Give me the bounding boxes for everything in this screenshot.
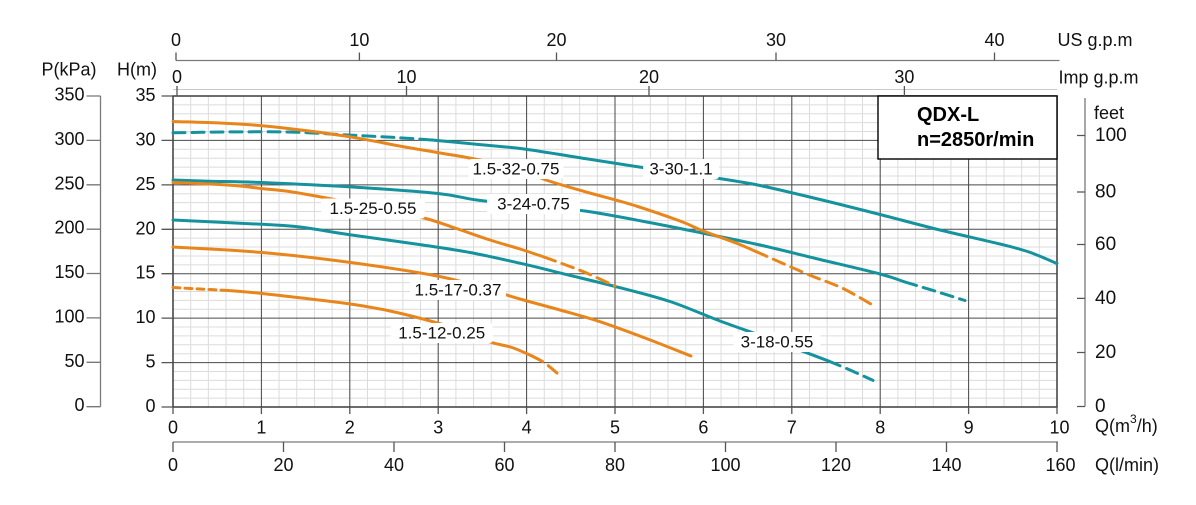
svg-text:60: 60: [494, 455, 514, 475]
svg-text:1.5-12-0.25: 1.5-12-0.25: [398, 324, 485, 343]
svg-text:3: 3: [433, 418, 443, 438]
svg-text:4: 4: [522, 418, 532, 438]
svg-text:20: 20: [546, 30, 566, 50]
svg-text:feet: feet: [1094, 103, 1124, 123]
svg-text:160: 160: [1045, 455, 1075, 475]
svg-text:10: 10: [349, 30, 369, 50]
svg-text:9: 9: [964, 418, 974, 438]
svg-text:0: 0: [171, 30, 181, 50]
svg-text:120: 120: [821, 455, 851, 475]
svg-text:1.5-32-0.75: 1.5-32-0.75: [473, 160, 560, 179]
svg-text:10: 10: [135, 307, 155, 327]
svg-text:150: 150: [54, 262, 84, 282]
svg-text:200: 200: [54, 218, 84, 238]
svg-text:20: 20: [273, 455, 293, 475]
svg-text:80: 80: [605, 455, 625, 475]
svg-text:5: 5: [145, 352, 155, 372]
svg-text:Q(l/min): Q(l/min): [1095, 455, 1159, 475]
svg-text:1: 1: [256, 418, 266, 438]
svg-text:100: 100: [710, 455, 740, 475]
svg-text:3-18-0.55: 3-18-0.55: [741, 333, 814, 352]
svg-text:8: 8: [875, 418, 885, 438]
svg-text:20: 20: [135, 218, 155, 238]
svg-text:Q(m3/h): Q(m3/h): [1095, 412, 1158, 436]
svg-text:0: 0: [145, 396, 155, 416]
svg-text:100: 100: [54, 306, 84, 326]
svg-text:1.5-25-0.55: 1.5-25-0.55: [330, 199, 417, 218]
svg-text:30: 30: [894, 67, 914, 87]
svg-text:60: 60: [1095, 234, 1116, 255]
svg-text:0: 0: [168, 418, 178, 438]
svg-text:Imp g.p.m: Imp g.p.m: [1059, 68, 1139, 88]
svg-text:250: 250: [54, 173, 84, 193]
svg-text:0: 0: [74, 395, 84, 415]
svg-text:20: 20: [639, 67, 659, 87]
svg-text:50: 50: [64, 351, 84, 371]
svg-text:7: 7: [787, 418, 797, 438]
svg-text:30: 30: [766, 30, 786, 50]
svg-text:QDX-L: QDX-L: [917, 104, 979, 126]
svg-text:25: 25: [135, 174, 155, 194]
svg-text:1.5-17-0.37: 1.5-17-0.37: [415, 281, 502, 300]
svg-text:10: 10: [1049, 418, 1069, 438]
svg-text:0: 0: [172, 67, 182, 87]
svg-text:40: 40: [1095, 288, 1116, 309]
svg-text:6: 6: [698, 418, 708, 438]
svg-text:15: 15: [135, 263, 155, 283]
svg-text:n=2850r/min: n=2850r/min: [917, 129, 1034, 151]
svg-text:P(kPa): P(kPa): [41, 60, 96, 80]
svg-text:350: 350: [54, 85, 84, 105]
svg-text:US g.p.m: US g.p.m: [1058, 30, 1133, 50]
svg-text:40: 40: [384, 455, 404, 475]
svg-text:300: 300: [54, 129, 84, 149]
svg-text:35: 35: [135, 85, 155, 105]
svg-text:140: 140: [931, 455, 961, 475]
svg-text:20: 20: [1095, 342, 1116, 363]
svg-text:0: 0: [168, 455, 178, 475]
svg-text:80: 80: [1095, 182, 1116, 203]
svg-text:5: 5: [610, 418, 620, 438]
svg-text:3-30-1.1: 3-30-1.1: [649, 160, 712, 179]
svg-text:40: 40: [984, 30, 1004, 50]
svg-text:30: 30: [135, 129, 155, 149]
svg-text:10: 10: [396, 67, 416, 87]
svg-text:H(m): H(m): [117, 60, 157, 80]
svg-text:0: 0: [1095, 396, 1106, 417]
svg-text:2: 2: [345, 418, 355, 438]
svg-text:100: 100: [1095, 125, 1127, 146]
svg-text:3-24-0.75: 3-24-0.75: [497, 195, 570, 214]
